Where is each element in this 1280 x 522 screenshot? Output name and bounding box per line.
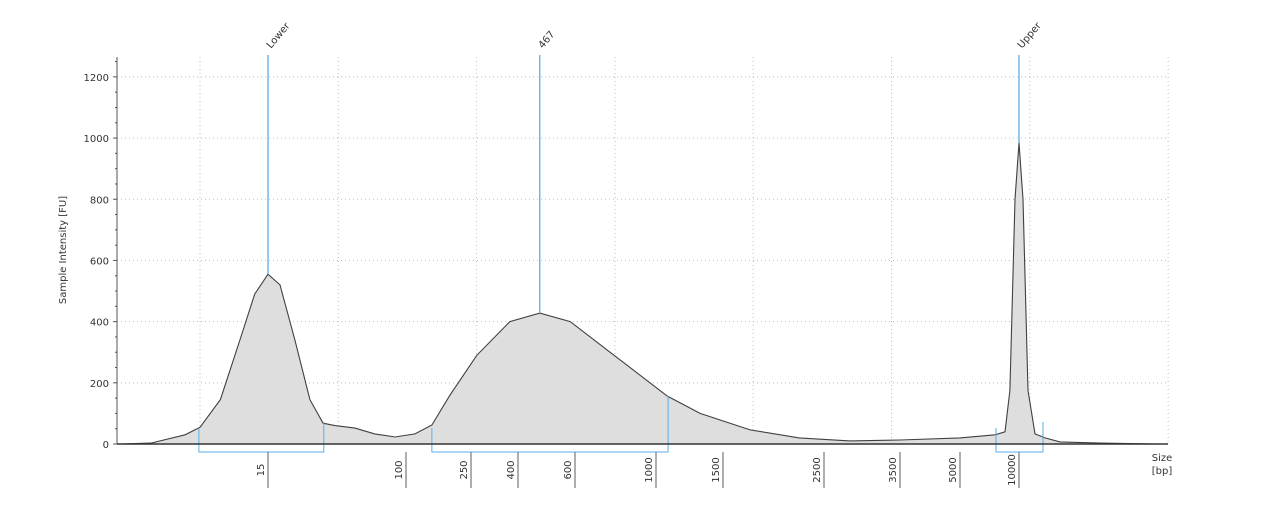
x-tick-label: 2500 [812, 457, 823, 482]
x-tick-label: 250 [459, 460, 470, 479]
y-tick-label: 200 [90, 379, 109, 390]
x-tick-label: 1000 [644, 457, 655, 482]
region-bracket [431, 396, 669, 453]
x-tick-label: 3500 [888, 457, 899, 482]
x-tick-label: 100 [394, 460, 405, 479]
x-tick-label: 400 [506, 460, 517, 479]
x-tick-label: 15 [256, 464, 267, 477]
y-tick-label: 600 [90, 256, 109, 267]
peak-marker-label: Lower [265, 20, 293, 51]
axes: 0 200 400 600 800 1000 1200 15 100 250 400 600 1000 1… [84, 57, 1168, 488]
x-axis-label-size: Size [1152, 453, 1173, 464]
x-axis-label-unit: [bp] [1152, 466, 1173, 477]
y-tick-label: 1200 [84, 73, 109, 84]
y-tick-label: 400 [90, 318, 109, 329]
x-tick-label: 600 [563, 460, 574, 479]
grid [117, 57, 1169, 444]
trace-layer [121, 142, 1156, 445]
x-tick-label: 10000 [1007, 454, 1018, 486]
y-tick-label: 1000 [84, 134, 109, 145]
region-bracket [198, 422, 325, 453]
x-tick-label: 1500 [711, 457, 722, 482]
trace-fill [121, 142, 1155, 444]
peak-marker-label: Upper [1016, 20, 1044, 51]
peak-marker-label: 467 [537, 29, 558, 51]
peak-markers: Lower 467 Upper [265, 20, 1044, 314]
y-tick-label: 0 [103, 440, 109, 451]
y-tick-label: 800 [90, 195, 109, 206]
y-axis-label: Sample Intensity [FU] [58, 196, 69, 304]
x-tick-label: 5000 [948, 457, 959, 482]
